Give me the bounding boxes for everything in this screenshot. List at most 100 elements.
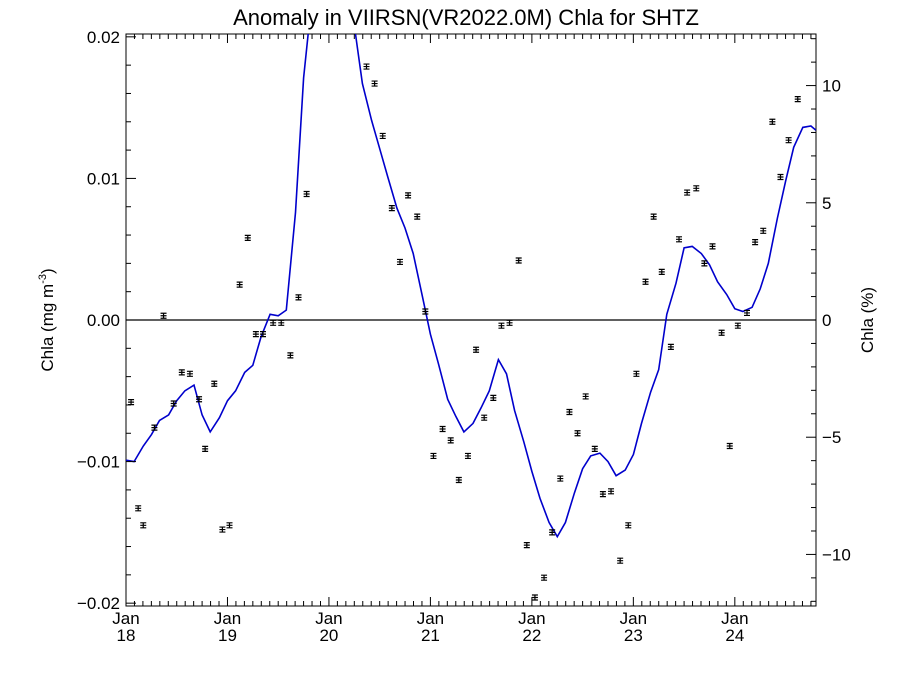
point-errorbar bbox=[794, 96, 801, 103]
anomaly-point bbox=[676, 236, 683, 243]
anomaly-point bbox=[371, 80, 378, 87]
anomaly-point bbox=[658, 268, 665, 275]
anomaly-point bbox=[667, 343, 674, 351]
anomaly-point bbox=[202, 445, 209, 452]
anomaly-point bbox=[769, 118, 776, 125]
anomaly-point bbox=[236, 281, 243, 288]
point-errorbar bbox=[295, 294, 302, 301]
point-errorbar bbox=[270, 319, 277, 326]
point-errorbar bbox=[244, 234, 251, 241]
anomaly-point bbox=[599, 491, 606, 498]
anomaly-point bbox=[633, 370, 640, 377]
point-errorbar bbox=[259, 331, 266, 338]
anomaly-point bbox=[701, 260, 708, 267]
point-errorbar bbox=[650, 213, 657, 220]
anomaly-point bbox=[422, 308, 429, 315]
x-tick-month: Jan bbox=[112, 609, 139, 628]
point-errorbar bbox=[549, 529, 556, 536]
anomaly-point bbox=[226, 522, 233, 529]
point-errorbar bbox=[718, 329, 725, 336]
point-errorbar bbox=[439, 425, 446, 433]
anomaly-point bbox=[278, 319, 285, 326]
y-right-tick-label: 0 bbox=[822, 311, 831, 330]
anomaly-point bbox=[259, 331, 266, 338]
point-errorbar bbox=[752, 239, 759, 246]
anomaly-point bbox=[170, 400, 177, 407]
y-left-label-sup: -3 bbox=[37, 274, 49, 284]
y-axis-left: −0.02 −0.01 0.00 0.01 0.02 bbox=[77, 28, 136, 613]
anomaly-point bbox=[447, 437, 454, 444]
y-right-tick-label: −10 bbox=[822, 545, 851, 564]
anomaly-point bbox=[734, 322, 741, 329]
y-axis-right: −10 −5 0 5 10 bbox=[806, 38, 851, 602]
point-errorbar bbox=[531, 594, 538, 601]
point-errorbar bbox=[566, 408, 573, 416]
x-tick-year: 24 bbox=[725, 626, 744, 645]
anomaly-point bbox=[803, 22, 809, 27]
anomaly-point bbox=[295, 294, 302, 301]
point-errorbar bbox=[481, 414, 488, 421]
point-errorbar bbox=[523, 542, 530, 549]
anomaly-point bbox=[178, 369, 185, 376]
anomaly-point bbox=[219, 526, 226, 533]
anomaly-point bbox=[617, 557, 624, 564]
point-errorbar bbox=[557, 475, 564, 482]
point-errorbar bbox=[676, 236, 683, 243]
anomaly-point bbox=[650, 213, 657, 220]
point-errorbar bbox=[490, 394, 497, 401]
point-errorbar bbox=[170, 400, 177, 407]
point-errorbar bbox=[430, 452, 437, 460]
x-tick-year: 19 bbox=[218, 626, 237, 645]
x-tick-year: 23 bbox=[624, 626, 643, 645]
point-errorbar bbox=[379, 132, 386, 140]
point-errorbar bbox=[726, 442, 733, 450]
anomaly-point bbox=[549, 529, 556, 536]
y-left-tick-label: 0.02 bbox=[87, 28, 120, 47]
point-errorbar bbox=[777, 173, 784, 181]
anomaly-point bbox=[642, 278, 649, 285]
point-errorbar bbox=[625, 522, 632, 529]
x-tick-month: Jan bbox=[721, 609, 748, 628]
point-errorbar bbox=[219, 526, 226, 533]
point-errorbar bbox=[186, 370, 193, 377]
point-errorbar bbox=[371, 80, 378, 87]
anomaly-point bbox=[140, 522, 147, 529]
anomaly-point bbox=[684, 189, 691, 196]
point-errorbar bbox=[633, 370, 640, 377]
point-errorbar bbox=[252, 331, 259, 338]
anomaly-point bbox=[287, 352, 294, 359]
anomaly-point bbox=[726, 442, 733, 450]
anomaly-point bbox=[574, 430, 581, 437]
point-errorbar bbox=[515, 257, 522, 264]
anomaly-point bbox=[541, 574, 548, 581]
anomaly-point bbox=[473, 346, 480, 353]
anomaly-point bbox=[252, 331, 259, 338]
anomaly-point bbox=[557, 475, 564, 482]
point-errorbar bbox=[709, 243, 716, 250]
anomaly-point bbox=[379, 132, 386, 140]
point-errorbar bbox=[769, 118, 776, 125]
point-errorbar bbox=[693, 185, 700, 192]
point-errorbar bbox=[303, 190, 310, 198]
anomaly-point bbox=[718, 329, 725, 336]
y-left-label-main: Chla (mg m bbox=[38, 284, 57, 372]
anomaly-point bbox=[515, 257, 522, 264]
anomaly-point bbox=[303, 190, 310, 198]
point-errorbar bbox=[388, 205, 395, 212]
point-errorbar bbox=[160, 312, 167, 319]
anomaly-point bbox=[591, 445, 598, 452]
anomaly-point bbox=[244, 234, 251, 241]
point-errorbar bbox=[684, 189, 691, 196]
point-errorbar bbox=[473, 346, 480, 353]
y-left-tick-label: −0.01 bbox=[77, 453, 120, 472]
anomaly-point bbox=[490, 394, 497, 401]
anomaly-point bbox=[439, 425, 446, 433]
y-left-tick-label: 0.00 bbox=[87, 311, 120, 330]
anomaly-point bbox=[506, 319, 513, 326]
x-tick-year: 22 bbox=[522, 626, 541, 645]
point-errorbar bbox=[447, 437, 454, 444]
anomaly-point bbox=[388, 205, 395, 212]
y-left-tick-label: −0.02 bbox=[77, 594, 120, 613]
anomaly-point bbox=[196, 396, 203, 403]
